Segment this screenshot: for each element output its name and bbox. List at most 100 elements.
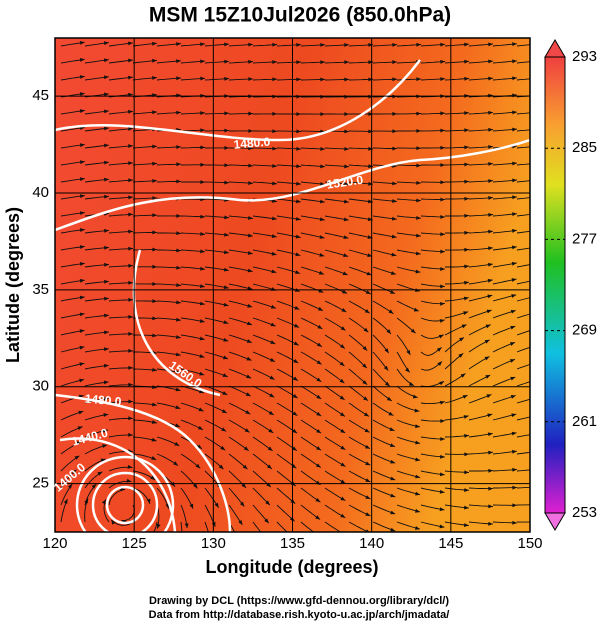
streamline-arrow — [340, 496, 346, 501]
streamline-arrow — [128, 109, 133, 114]
streamline-arrow — [488, 196, 493, 200]
streamline-arrow — [535, 344, 540, 348]
streamline-arrow — [223, 302, 229, 307]
streamline-arrow — [535, 361, 540, 365]
streamline-arrow — [512, 503, 517, 508]
streamline-arrow — [344, 129, 349, 134]
streamline-arrow — [344, 60, 349, 65]
streamline-arrow — [368, 129, 373, 134]
streamline-arrow — [293, 376, 299, 381]
streamline-arrow — [174, 423, 180, 427]
streamline-arrow — [488, 162, 493, 166]
streamline-arrow — [536, 59, 541, 63]
streamline-arrow — [247, 321, 253, 326]
streamline-arrow — [440, 249, 445, 254]
streamline-arrow — [415, 269, 421, 274]
streamline-arrow — [102, 444, 108, 448]
streamline — [516, 313, 530, 319]
streamline-arrow — [264, 518, 269, 524]
y-tick-label: 45 — [32, 87, 49, 104]
x-axis-label: Longitude (degrees) — [205, 557, 378, 577]
streamline-arrow — [536, 432, 541, 436]
streamline-arrow — [296, 129, 301, 134]
streamline-arrow — [79, 295, 85, 300]
streamline — [153, 521, 158, 532]
streamline-arrow — [100, 458, 106, 463]
streamline-arrow — [440, 128, 445, 133]
streamline-arrow — [200, 42, 205, 47]
streamline-arrow — [320, 112, 325, 117]
streamline-arrow — [368, 43, 373, 47]
streamline-arrow — [193, 483, 198, 489]
contours — [55, 59, 530, 532]
streamline-arrow — [344, 77, 349, 82]
streamline-arrow — [536, 467, 541, 471]
streamline-arrow — [440, 77, 445, 81]
streamline-arrow — [267, 464, 272, 469]
streamline-arrow — [341, 307, 347, 313]
streamline-arrow — [488, 468, 493, 473]
streamline-arrow — [247, 251, 253, 255]
contour-line — [55, 138, 530, 232]
streamline-arrow — [189, 503, 194, 509]
streamline-arrow — [535, 311, 540, 315]
streamline — [180, 521, 183, 532]
streamline-arrow — [104, 177, 109, 182]
streamline-arrow — [368, 181, 373, 186]
streamline-arrow — [440, 42, 445, 47]
streamline — [516, 146, 530, 149]
streamline-arrow — [224, 76, 229, 81]
streamline-arrow — [128, 416, 133, 421]
streamline-arrow — [368, 164, 373, 169]
streamline-arrow — [128, 229, 133, 234]
streamline-arrow — [104, 313, 109, 318]
streamline-arrow — [128, 263, 133, 268]
streamline-arrow — [536, 228, 541, 232]
streamline — [516, 247, 530, 251]
streamline-arrow — [320, 77, 325, 82]
streamline-arrow — [320, 164, 325, 169]
streamline-arrow — [175, 335, 181, 339]
streamline-arrow — [342, 289, 348, 294]
streamline-arrow — [340, 428, 346, 433]
streamline-arrow — [460, 373, 466, 378]
streamline-arrow — [79, 312, 85, 317]
streamline-arrow — [295, 216, 301, 221]
streamline-arrow — [488, 144, 493, 149]
streamline-arrow — [246, 356, 252, 361]
streamline-arrow — [222, 355, 228, 360]
streamline-arrow — [224, 111, 229, 116]
streamline-arrow — [388, 411, 394, 416]
streamline-arrow — [243, 446, 249, 451]
streamline-arrow — [464, 179, 469, 184]
streamline-arrow — [364, 428, 370, 433]
streamline-arrow — [488, 59, 493, 64]
streamline-arrow — [487, 413, 493, 418]
streamline — [516, 416, 530, 421]
streamline — [516, 434, 530, 438]
streamline-arrow — [440, 145, 445, 150]
streamline-arrow — [486, 309, 492, 314]
streamline-arrow — [79, 177, 85, 182]
streamline-arrow — [79, 92, 85, 96]
streamline-arrow — [464, 111, 469, 116]
streamline-arrow — [67, 483, 73, 489]
streamline-arrow — [319, 199, 325, 204]
streamline-arrow — [101, 499, 106, 505]
streamline-arrow — [436, 347, 442, 352]
streamline-arrow — [248, 215, 253, 220]
streamline-arrow — [104, 194, 109, 199]
streamline-arrow — [270, 340, 276, 344]
streamline-arrow — [271, 216, 277, 221]
streamline-arrow — [362, 363, 367, 369]
streamline-arrow — [296, 42, 301, 47]
streamline-arrow — [103, 58, 109, 63]
streamline-arrow — [511, 245, 517, 250]
streamline-arrow — [487, 432, 493, 437]
streamline — [300, 521, 315, 532]
streamline-arrow — [176, 76, 181, 81]
streamline-arrow — [535, 396, 540, 400]
streamline-arrow — [440, 232, 445, 237]
streamline-arrow — [199, 336, 205, 341]
